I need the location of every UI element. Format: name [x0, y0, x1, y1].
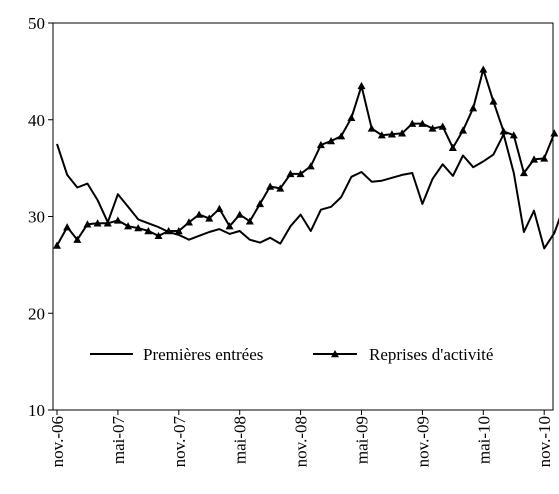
data-point-marker — [286, 169, 295, 178]
y-tick-label: 10 — [28, 401, 45, 420]
legend-label: Reprises d'activité — [369, 345, 493, 364]
data-point-marker — [550, 129, 559, 137]
legend-item: Reprises d'activité — [313, 345, 493, 364]
data-point-marker — [113, 216, 122, 224]
data-point-marker — [428, 124, 437, 132]
data-point-marker — [205, 214, 214, 222]
data-point-marker — [448, 143, 457, 152]
x-tick-label: mai-08 — [231, 416, 250, 464]
data-point-marker — [367, 124, 376, 132]
data-point-marker — [63, 223, 72, 231]
data-point-marker — [387, 130, 396, 138]
data-point-marker — [489, 97, 498, 105]
data-point-marker — [134, 224, 143, 232]
x-tick-label: nov.-10 — [535, 416, 554, 467]
x-axis: nov.-06 mai-07 nov.-07 mai-08 nov.-08 mai-09 n… — [48, 410, 554, 467]
series-premieres-entrees — [56, 133, 559, 250]
data-point-marker — [438, 122, 447, 130]
data-point-marker — [103, 219, 112, 227]
data-point-marker — [184, 218, 193, 226]
data-point-marker — [225, 222, 234, 230]
data-point-marker — [499, 127, 508, 135]
y-tick-label: 50 — [28, 14, 45, 33]
data-point-marker — [530, 155, 539, 163]
data-point-marker — [195, 210, 204, 218]
y-tick-label: 40 — [28, 111, 45, 130]
data-point-marker — [377, 131, 386, 139]
x-tick-label: mai-10 — [474, 416, 493, 464]
data-point-marker — [469, 104, 478, 112]
legend: Premières entrées Reprises d'activité — [90, 345, 493, 364]
legend-marker — [331, 350, 339, 358]
data-point-marker — [256, 199, 264, 208]
x-tick-label: nov.-07 — [170, 416, 189, 468]
y-axis: 10 20 30 40 50 — [28, 14, 53, 420]
data-point-marker — [337, 132, 346, 140]
data-point-marker — [93, 219, 102, 227]
x-tick-label: mai-09 — [353, 416, 372, 464]
data-point-marker — [276, 184, 285, 192]
data-point-marker — [215, 204, 224, 212]
data-point-marker — [347, 113, 356, 122]
data-point-marker — [306, 162, 315, 170]
data-point-marker — [509, 131, 518, 139]
legend-label: Premières entrées — [143, 345, 263, 364]
data-point-marker — [164, 227, 173, 235]
data-point-marker — [296, 169, 305, 178]
data-point-marker — [266, 182, 275, 190]
data-point-marker — [408, 119, 417, 127]
data-point-marker — [73, 235, 82, 243]
x-tick-label: nov.-08 — [292, 416, 311, 467]
data-point-marker — [357, 81, 366, 90]
data-point-marker — [519, 168, 528, 177]
data-point-marker — [53, 241, 61, 249]
data-point-marker — [459, 126, 467, 134]
data-point-marker — [235, 210, 244, 218]
x-tick-label: nov.-09 — [413, 416, 432, 467]
data-point-marker — [540, 154, 549, 162]
series-line — [56, 133, 559, 250]
series-reprises-activite — [53, 65, 559, 249]
y-tick-label: 30 — [28, 208, 45, 227]
data-point-marker — [154, 231, 163, 240]
x-tick-label: nov.-06 — [48, 416, 67, 467]
data-point-marker — [398, 129, 407, 137]
x-tick-label: mai-07 — [109, 416, 128, 465]
series-line — [56, 68, 556, 246]
data-point-marker — [124, 222, 133, 230]
data-point-marker — [174, 227, 183, 235]
data-point-marker — [144, 227, 153, 235]
data-point-marker — [245, 217, 254, 225]
data-point-marker — [479, 65, 488, 73]
data-point-marker — [418, 119, 427, 127]
legend-item: Premières entrées — [90, 345, 263, 364]
series-layer — [53, 65, 559, 250]
y-tick-label: 20 — [28, 304, 45, 323]
data-point-marker — [83, 220, 92, 228]
data-point-marker — [316, 140, 325, 149]
data-point-marker — [327, 137, 336, 145]
